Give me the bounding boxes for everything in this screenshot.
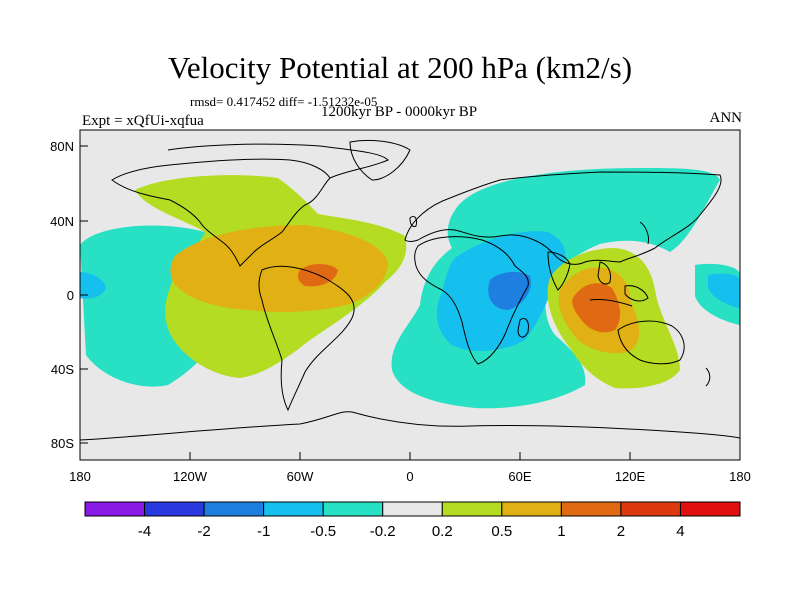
- stats-text: rmsd= 0.417452 diff= -1.51232e-05: [190, 94, 378, 109]
- colorbar-swatch: [263, 501, 324, 517]
- lon-label-120w: 120W: [173, 469, 208, 484]
- colorbar-label: 2: [617, 523, 625, 540]
- chart-title: Velocity Potential at 200 hPa (km2/s): [167, 50, 633, 85]
- lon-label-0: 0: [406, 469, 413, 484]
- lon-axis: 180 120W 60W 0 60E 120E 180: [69, 452, 751, 484]
- lat-label-80n: 80N: [50, 139, 74, 154]
- period-label: 1200kyr BP - 0000kyr BP: [321, 104, 478, 120]
- colorbar-swatch: [441, 501, 503, 517]
- lat-label-0: 0: [67, 288, 74, 303]
- lon-label-60e: 60E: [508, 469, 531, 484]
- colorbar-swatch: [679, 501, 741, 517]
- colorbar-label: 0.2: [432, 523, 453, 540]
- colorbar-swatch: [84, 501, 146, 517]
- colorbar-swatch: [322, 501, 384, 517]
- contour-band-positive-moderate: [170, 225, 640, 354]
- colorbar-label: -0.5: [310, 523, 336, 540]
- colorbar-label: 1: [557, 523, 565, 540]
- lon-label-180e: 180: [729, 469, 751, 484]
- lon-label-180w: 180: [69, 469, 91, 484]
- colorbar-swatch: [620, 501, 681, 517]
- coastlines: [80, 139, 740, 441]
- lat-label-40s: 40S: [51, 362, 74, 377]
- map-plot-area: [80, 130, 740, 460]
- lon-label-60w: 60W: [287, 469, 314, 484]
- experiment-label: Expt = xQfUi-xqfua: [82, 113, 204, 129]
- lon-label-120e: 120E: [615, 469, 646, 484]
- colorbar-swatch: [560, 501, 622, 517]
- colorbar-swatch: [203, 501, 265, 517]
- lat-label-40n: 40N: [50, 214, 74, 229]
- season-label: ANN: [709, 110, 743, 126]
- colorbar-label: -4: [138, 523, 151, 540]
- colorbar-swatch: [501, 501, 562, 517]
- lat-axis: 80N 40N 0 40S 80S: [50, 139, 88, 451]
- colorbar-label: 4: [676, 523, 684, 540]
- colorbar-label: -0.2: [370, 523, 396, 540]
- lat-label-80s: 80S: [51, 436, 74, 451]
- colorbar-label: 0.5: [491, 523, 512, 540]
- colorbar-label: -1: [257, 523, 270, 540]
- colorbar-label: -2: [197, 523, 210, 540]
- colorbar-swatch: [144, 501, 205, 517]
- colorbar: -4 -2 -1 -0.5 -0.2 0.2 0.5 1 2 4: [84, 501, 741, 540]
- colorbar-swatch: [382, 501, 443, 517]
